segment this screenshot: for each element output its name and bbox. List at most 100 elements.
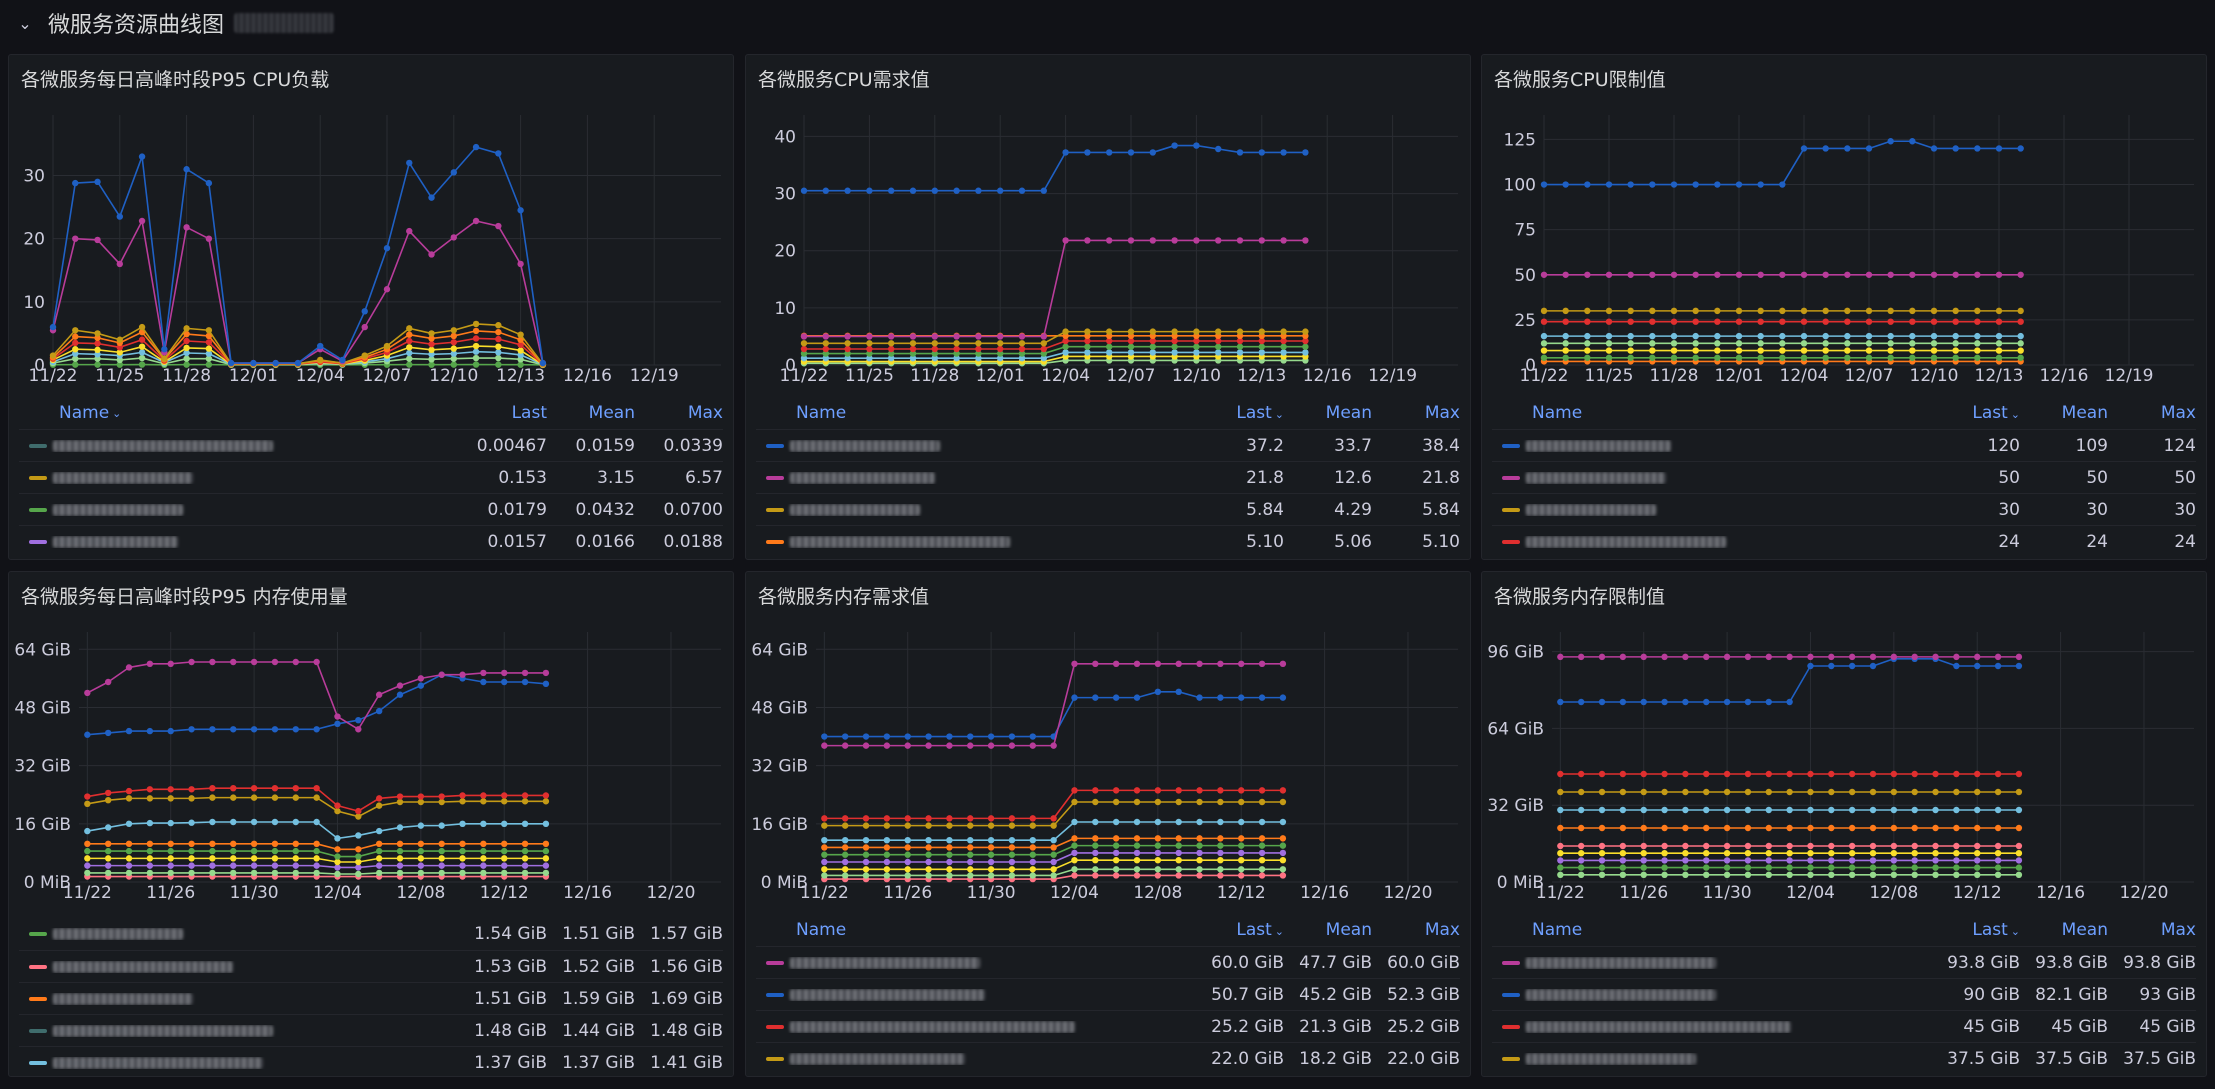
data-point[interactable]	[1071, 842, 1078, 849]
data-point[interactable]	[1193, 337, 1200, 345]
data-point[interactable]	[862, 844, 870, 851]
data-point[interactable]	[1154, 660, 1162, 668]
data-point[interactable]	[334, 835, 341, 842]
data-point[interactable]	[821, 872, 828, 879]
data-point[interactable]	[1133, 694, 1141, 701]
data-point[interactable]	[862, 822, 870, 829]
data-point[interactable]	[84, 793, 91, 800]
data-point[interactable]	[472, 327, 480, 335]
data-point[interactable]	[1735, 340, 1743, 347]
legend-series-name[interactable]	[19, 535, 459, 548]
data-point[interactable]	[1953, 806, 1960, 814]
data-point[interactable]	[953, 345, 960, 353]
series-line[interactable]	[804, 340, 1306, 350]
legend-series-name[interactable]	[19, 1024, 459, 1037]
data-point[interactable]	[1236, 343, 1244, 350]
data-point[interactable]	[1682, 788, 1689, 796]
data-point[interactable]	[49, 352, 57, 359]
data-point[interactable]	[1723, 770, 1731, 778]
data-point[interactable]	[250, 726, 258, 733]
legend-header-last[interactable]: Last ⌄	[1932, 403, 2020, 423]
data-point[interactable]	[428, 346, 435, 354]
data-point[interactable]	[1217, 694, 1224, 701]
data-point[interactable]	[1619, 788, 1627, 796]
data-point[interactable]	[1807, 770, 1814, 778]
data-point[interactable]	[1909, 271, 1916, 278]
legend-row[interactable]: 0.0157 0.0166 0.0188	[19, 525, 723, 557]
data-point[interactable]	[84, 689, 91, 697]
data-point[interactable]	[1887, 138, 1894, 145]
data-point[interactable]	[1050, 866, 1057, 873]
data-point[interactable]	[104, 847, 112, 855]
data-point[interactable]	[1714, 354, 1721, 361]
data-point[interactable]	[844, 354, 851, 362]
data-point[interactable]	[495, 349, 502, 356]
data-point[interactable]	[1238, 818, 1245, 826]
data-point[interactable]	[517, 331, 524, 338]
data-point[interactable]	[1909, 347, 1916, 354]
series-line[interactable]	[804, 330, 1306, 345]
legend-series-name[interactable]	[756, 471, 1196, 484]
data-point[interactable]	[1279, 694, 1287, 701]
data-point[interactable]	[125, 727, 133, 735]
data-point[interactable]	[1640, 864, 1647, 871]
data-point[interactable]	[1577, 806, 1585, 814]
data-point[interactable]	[1133, 856, 1141, 864]
data-point[interactable]	[1193, 328, 1200, 335]
data-point[interactable]	[1714, 307, 1721, 315]
data-point[interactable]	[334, 713, 341, 720]
data-point[interactable]	[1557, 850, 1564, 857]
data-point[interactable]	[1154, 866, 1162, 873]
data-point[interactable]	[1807, 788, 1814, 796]
data-point[interactable]	[1627, 340, 1634, 347]
data-point[interactable]	[987, 866, 995, 873]
data-point[interactable]	[94, 334, 101, 342]
data-point[interactable]	[844, 187, 851, 194]
data-point[interactable]	[539, 359, 547, 367]
data-point[interactable]	[1196, 872, 1203, 879]
data-point[interactable]	[1844, 354, 1851, 361]
series-color-swatch[interactable]	[29, 964, 47, 969]
panel-p1[interactable]: 各微服务每日高峰时段P95 CPU负载 0 10 20 30 11/22 11/25 11/2…	[8, 54, 734, 560]
data-point[interactable]	[1050, 858, 1057, 866]
data-point[interactable]	[438, 793, 445, 800]
data-point[interactable]	[1640, 653, 1647, 661]
data-point[interactable]	[1154, 787, 1162, 794]
data-point[interactable]	[1786, 864, 1793, 871]
data-point[interactable]	[1627, 347, 1634, 354]
series-line[interactable]	[804, 351, 1306, 359]
data-point[interactable]	[909, 354, 917, 362]
data-point[interactable]	[125, 795, 133, 802]
data-point[interactable]	[1744, 806, 1752, 814]
data-point[interactable]	[1890, 770, 1898, 778]
data-point[interactable]	[1930, 145, 1938, 152]
data-point[interactable]	[946, 742, 953, 749]
data-point[interactable]	[1757, 271, 1764, 278]
data-point[interactable]	[1786, 842, 1793, 850]
data-point[interactable]	[1932, 850, 1939, 857]
data-point[interactable]	[116, 260, 124, 268]
data-point[interactable]	[1562, 332, 1569, 340]
series-color-swatch[interactable]	[1502, 992, 1520, 997]
data-point[interactable]	[1807, 806, 1814, 814]
data-point[interactable]	[1106, 343, 1113, 350]
data-point[interactable]	[1302, 349, 1309, 356]
panel-title[interactable]: 各微服务内存限制值	[1494, 586, 1666, 608]
data-point[interactable]	[542, 855, 550, 862]
data-point[interactable]	[1577, 788, 1585, 796]
data-point[interactable]	[1619, 770, 1627, 778]
data-point[interactable]	[438, 862, 445, 869]
data-point[interactable]	[925, 844, 932, 851]
data-point[interactable]	[313, 784, 320, 792]
data-point[interactable]	[1953, 871, 1960, 878]
data-point[interactable]	[1577, 871, 1585, 878]
data-point[interactable]	[1744, 871, 1752, 878]
data-point[interactable]	[361, 308, 368, 315]
data-point[interactable]	[428, 356, 435, 363]
data-point[interactable]	[1215, 237, 1222, 244]
data-point[interactable]	[1279, 835, 1287, 842]
data-point[interactable]	[125, 840, 133, 848]
data-point[interactable]	[841, 844, 849, 851]
data-point[interactable]	[2015, 864, 2023, 871]
